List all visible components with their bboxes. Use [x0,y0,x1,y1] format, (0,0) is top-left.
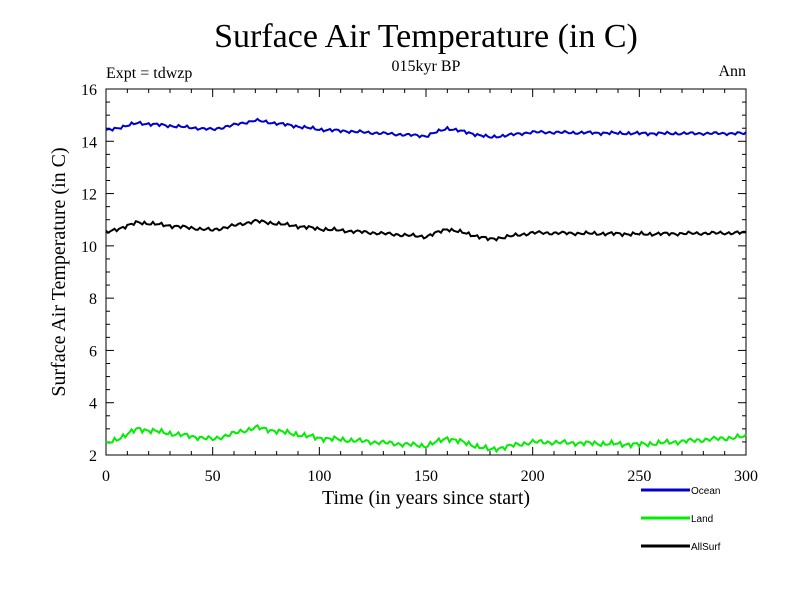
legend-label: Ocean [691,486,720,497]
experiment-label: Expt = tdwzp [106,65,192,82]
x-tick-label: 250 [627,468,651,485]
y-tick-labels: 2 4 6 8 10 12 14 16 [81,82,97,465]
axis-ticks [105,88,747,456]
y-tick-label: 16 [81,82,97,99]
x-tick-label: 0 [102,468,110,485]
season-label: Ann [718,63,746,80]
x-tick-labels: 0 50 100 150 200 250 300 [102,468,758,485]
x-tick-label: 300 [734,468,758,485]
y-axis-label: Surface Air Temperature (in C) [48,147,70,396]
legend-label: AllSurf [691,542,721,553]
x-tick-label: 100 [307,468,331,485]
y-tick-label: 4 [89,396,97,413]
y-tick-label: 14 [81,134,97,151]
legend-label: Land [691,514,713,525]
legend: Ocean Land AllSurf [641,486,721,553]
chart-subtitle: 015kyr BP [392,58,461,75]
series-lines [105,117,747,454]
chart-title: Surface Air Temperature (in C) [214,18,638,55]
y-tick-label: 12 [81,187,97,204]
x-axis-label: Time (in years since start) [322,487,530,509]
series-line-land [105,424,747,454]
x-tick-label: 150 [414,468,438,485]
x-tick-label: 200 [521,468,545,485]
plot-frame [105,88,747,456]
y-tick-label: 2 [89,448,97,465]
y-tick-label: 6 [89,343,97,360]
series-line-allsurf [105,218,747,242]
x-tick-label: 50 [205,468,221,485]
y-tick-label: 10 [81,239,97,256]
series-line-ocean [105,117,747,139]
y-tick-label: 8 [89,291,97,308]
plot-area [105,88,747,456]
